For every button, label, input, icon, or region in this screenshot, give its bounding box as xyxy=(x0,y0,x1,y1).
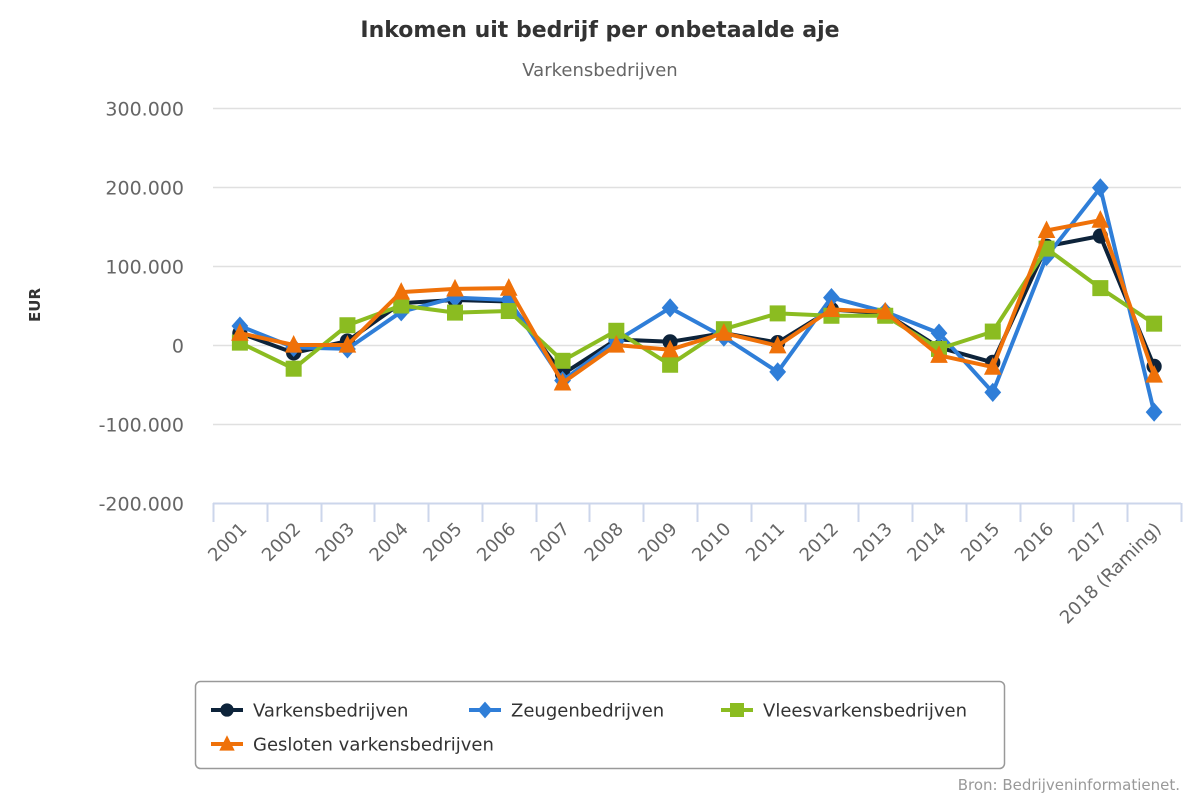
chart-subtitle: Varkensbedrijven xyxy=(522,60,677,81)
data-point[interactable] xyxy=(769,362,787,382)
data-point[interactable] xyxy=(339,317,356,334)
series-line[interactable] xyxy=(237,185,1157,415)
x-tick-label: 2010 xyxy=(688,519,735,566)
x-tick-label: 2004 xyxy=(366,519,413,566)
y-tick-label: 100.000 xyxy=(105,257,184,279)
x-tick-label: 2015 xyxy=(957,519,1004,566)
data-point[interactable] xyxy=(284,335,303,353)
series-vleesvarkensbedrijven xyxy=(231,240,1163,377)
legend-box xyxy=(194,680,1006,770)
data-point[interactable] xyxy=(1091,210,1110,228)
x-tick-label: 2009 xyxy=(634,519,681,566)
legend-item[interactable]: Zeugenbedrijven xyxy=(469,701,664,722)
legend-label: Gesloten varkensbedrijven xyxy=(253,735,494,756)
data-point[interactable] xyxy=(446,278,464,297)
data-point[interactable] xyxy=(500,303,517,320)
y-axis-label: EUR xyxy=(26,288,44,322)
series-group xyxy=(231,178,1163,422)
x-tick-label: 2001 xyxy=(204,519,251,566)
series-line[interactable] xyxy=(237,218,1157,385)
data-point[interactable] xyxy=(984,323,1001,340)
data-point[interactable] xyxy=(446,288,464,308)
data-point[interactable] xyxy=(393,297,410,314)
x-tick-label: 2016 xyxy=(1011,519,1058,566)
data-point[interactable] xyxy=(607,335,626,353)
data-point[interactable] xyxy=(769,305,786,322)
data-point[interactable] xyxy=(1145,365,1163,383)
y-tick-label: 300.000 xyxy=(105,99,184,121)
data-point[interactable] xyxy=(823,288,840,308)
data-point[interactable] xyxy=(1146,315,1163,332)
chart-title: Inkomen uit bedrijf per onbetaalde aje xyxy=(360,18,839,43)
data-point[interactable] xyxy=(553,372,572,391)
data-point[interactable] xyxy=(876,301,895,320)
data-point[interactable] xyxy=(1092,280,1109,297)
x-tick-label: 2018 (Raming) xyxy=(1056,519,1166,629)
series-zeugenbedrijven xyxy=(231,178,1163,422)
y-tick-label: 0 xyxy=(172,336,184,358)
data-point[interactable] xyxy=(285,360,302,377)
y-tick-label: -200.000 xyxy=(99,494,184,516)
x-tick-label: 2014 xyxy=(903,519,950,566)
legend-item[interactable]: Varkensbedrijven xyxy=(211,701,408,722)
data-point[interactable] xyxy=(1037,220,1056,239)
data-point[interactable] xyxy=(231,323,249,341)
x-tick-label: 2003 xyxy=(312,519,359,566)
data-point[interactable] xyxy=(661,339,679,358)
legend-square-icon xyxy=(730,703,744,717)
x-axis: 2001 2002 2003 2004 2005 2006 2007 2008 2009 2010… xyxy=(204,502,1183,629)
x-tick-label: 2006 xyxy=(473,519,520,566)
y-tick-label: -100.000 xyxy=(99,415,184,437)
series-gesloten-varkensbedrijven xyxy=(231,210,1163,391)
series-varkensbedrijven xyxy=(232,228,1162,382)
data-point[interactable] xyxy=(392,282,411,300)
y-axis-ticks: -200.000 -100.000 0 100.000 200.000 300.000 xyxy=(99,99,184,516)
legend-label: Vleesvarkensbedrijven xyxy=(763,701,967,722)
x-tick-label: 2002 xyxy=(258,519,305,566)
x-tick-label: 2011 xyxy=(742,519,789,566)
data-point[interactable] xyxy=(1091,178,1109,198)
data-point[interactable] xyxy=(984,382,1002,402)
data-point[interactable] xyxy=(499,278,518,296)
legend: Varkensbedrijven Zeugenbedrijven Vleesvark… xyxy=(194,680,1006,770)
data-point[interactable] xyxy=(554,352,571,369)
legend-label: Varkensbedrijven xyxy=(253,701,408,722)
data-point[interactable] xyxy=(930,345,948,363)
data-point[interactable] xyxy=(662,356,679,373)
legend-label: Zeugenbedrijven xyxy=(511,701,664,722)
x-tick-label: 2012 xyxy=(796,519,843,566)
x-tick-label: 2013 xyxy=(850,519,897,566)
legend-circle-icon xyxy=(220,703,234,717)
data-point[interactable] xyxy=(822,299,841,318)
data-point[interactable] xyxy=(983,357,1002,375)
x-tick-label: 2017 xyxy=(1065,519,1112,566)
legend-triangle-icon xyxy=(219,735,235,751)
legend-diamond-icon xyxy=(477,701,493,719)
data-point[interactable] xyxy=(768,335,787,354)
data-point[interactable] xyxy=(715,323,733,341)
gridlines xyxy=(213,107,1181,426)
data-point[interactable] xyxy=(930,323,948,343)
data-point[interactable] xyxy=(447,304,463,321)
series-line[interactable] xyxy=(237,246,1157,371)
chart-credit[interactable]: Bron: Bedrijveninformatienet. xyxy=(958,776,1180,794)
x-tick-label: 2008 xyxy=(581,519,628,566)
x-tick-label: 2005 xyxy=(419,519,466,566)
x-tick-label: 2007 xyxy=(527,519,574,566)
data-point[interactable] xyxy=(608,322,625,339)
legend-item[interactable]: Gesloten varkensbedrijven xyxy=(211,735,494,756)
data-point[interactable] xyxy=(661,298,679,318)
y-tick-label: 200.000 xyxy=(105,178,184,200)
legend-item[interactable]: Vleesvarkensbedrijven xyxy=(721,701,967,722)
data-point[interactable] xyxy=(338,335,357,353)
data-point[interactable] xyxy=(1145,402,1163,422)
